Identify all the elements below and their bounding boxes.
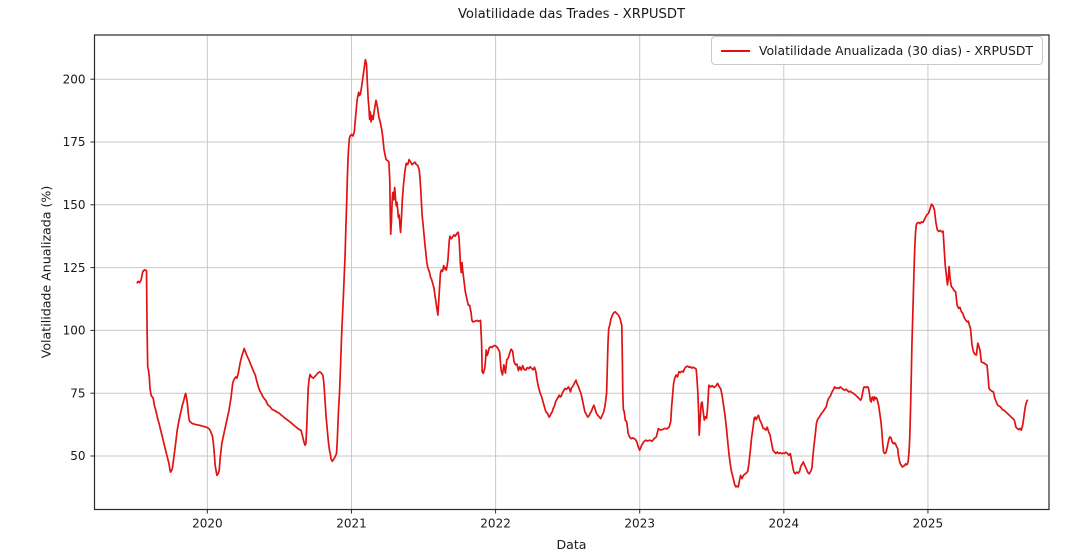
svg-text:50: 50 [70,449,85,463]
legend-label: Volatilidade Anualizada (30 dias) - XRPU… [758,43,1033,58]
y-axis-label: Volatilidade Anualizada (%) [38,185,54,359]
svg-text:2024: 2024 [769,517,800,531]
svg-text:2021: 2021 [336,517,367,531]
svg-text:2022: 2022 [480,517,511,531]
legend-line-sample-icon [720,49,750,52]
svg-text:175: 175 [63,135,86,149]
svg-text:2023: 2023 [624,517,655,531]
chart-title: Volatilidade das Trades - XRPUSDT [457,7,686,22]
svg-text:125: 125 [63,261,86,275]
svg-text:200: 200 [63,72,86,86]
svg-text:75: 75 [70,386,85,400]
svg-text:2025: 2025 [913,517,944,531]
legend: Volatilidade Anualizada (30 dias) - XRPU… [710,36,1043,65]
svg-text:100: 100 [63,324,86,338]
svg-text:150: 150 [63,198,86,212]
svg-text:2020: 2020 [192,517,223,531]
x-axis-label: Data [556,537,587,552]
